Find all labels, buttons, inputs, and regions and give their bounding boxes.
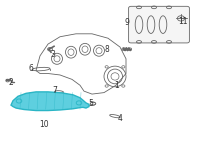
- Text: 10: 10: [39, 120, 49, 129]
- FancyBboxPatch shape: [129, 6, 189, 43]
- Text: 4: 4: [118, 114, 122, 123]
- Polygon shape: [11, 92, 89, 111]
- Text: 9: 9: [125, 18, 129, 27]
- Text: 2: 2: [9, 78, 13, 87]
- Text: 6: 6: [29, 64, 33, 73]
- Text: 11: 11: [178, 17, 188, 26]
- Text: 1: 1: [115, 81, 119, 90]
- Text: 3: 3: [51, 50, 55, 59]
- Text: 5: 5: [89, 99, 93, 108]
- Text: 8: 8: [105, 45, 109, 55]
- Text: 7: 7: [53, 86, 57, 95]
